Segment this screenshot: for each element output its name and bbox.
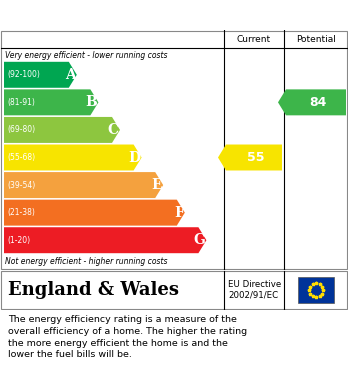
Text: 55: 55 [247, 151, 265, 164]
Text: Very energy efficient - lower running costs: Very energy efficient - lower running co… [5, 52, 167, 61]
Polygon shape [4, 62, 77, 88]
Polygon shape [4, 172, 163, 198]
Text: Not energy efficient - higher running costs: Not energy efficient - higher running co… [5, 258, 167, 267]
Text: The energy efficiency rating is a measure of the
overall efficiency of a home. T: The energy efficiency rating is a measur… [8, 315, 247, 359]
Text: E: E [152, 178, 162, 192]
Text: Potential: Potential [296, 34, 336, 43]
Text: (69-80): (69-80) [7, 126, 35, 135]
Text: (92-100): (92-100) [7, 70, 40, 79]
Text: 84: 84 [309, 96, 327, 109]
Text: (1-20): (1-20) [7, 236, 30, 245]
Text: (21-38): (21-38) [7, 208, 35, 217]
Text: G: G [193, 233, 205, 247]
Text: Current: Current [237, 34, 271, 43]
Polygon shape [4, 145, 142, 170]
Text: Energy Efficiency Rating: Energy Efficiency Rating [8, 8, 210, 23]
Text: (39-54): (39-54) [7, 181, 35, 190]
Polygon shape [278, 90, 346, 115]
Polygon shape [4, 90, 98, 115]
Text: D: D [128, 151, 141, 165]
Polygon shape [4, 227, 206, 253]
Text: (81-91): (81-91) [7, 98, 35, 107]
Text: (55-68): (55-68) [7, 153, 35, 162]
Text: B: B [86, 95, 97, 109]
Text: England & Wales: England & Wales [8, 281, 179, 299]
Polygon shape [4, 117, 120, 143]
Text: F: F [174, 206, 184, 220]
Text: A: A [65, 68, 76, 82]
Text: EU Directive
2002/91/EC: EU Directive 2002/91/EC [228, 280, 281, 300]
Text: C: C [108, 123, 119, 137]
Polygon shape [218, 145, 282, 170]
Bar [298, 277, 334, 303]
Polygon shape [4, 200, 185, 226]
